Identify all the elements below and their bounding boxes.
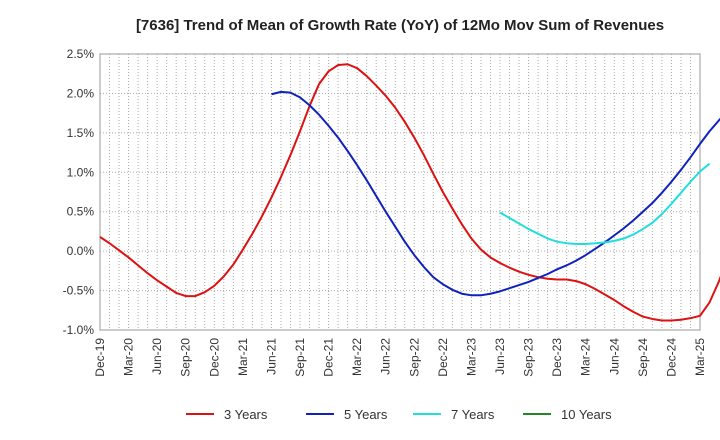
- x-tick-label: Mar-22: [350, 338, 364, 376]
- legend-label: 10 Years: [561, 407, 612, 422]
- x-tick-label: Dec-20: [207, 338, 221, 377]
- y-tick-label: 2.5%: [67, 47, 95, 61]
- x-tick-label: Jun-23: [493, 338, 507, 375]
- plot-area: [99, 53, 701, 331]
- y-tick-label: -1.0%: [63, 323, 95, 337]
- x-tick-label: Sep-20: [179, 338, 193, 377]
- x-tick-label: Dec-24: [664, 338, 678, 377]
- y-tick-label: 2.0%: [67, 86, 95, 100]
- y-tick-label: -0.5%: [63, 284, 95, 298]
- legend: 3 Years 5 Years 7 Years 10 Years: [186, 407, 612, 422]
- legend-label: 5 Years: [344, 407, 388, 422]
- x-tick-label: Mar-21: [236, 338, 250, 376]
- series-line-5-years: [271, 90, 720, 297]
- y-tick-label: 1.0%: [67, 165, 95, 179]
- series-line-7-years: [499, 162, 711, 246]
- legend-label: 7 Years: [451, 407, 495, 422]
- x-tick-label: Jun-20: [150, 338, 164, 375]
- x-tick-label: Dec-23: [550, 338, 564, 377]
- x-tick-label: Jun-21: [264, 338, 278, 375]
- x-tick-label: Sep-24: [636, 338, 650, 377]
- y-tick-label: 1.5%: [67, 126, 95, 140]
- x-tick-label: Mar-23: [464, 338, 478, 376]
- x-tick-label: Sep-21: [293, 338, 307, 377]
- x-tick-label: Mar-20: [122, 338, 136, 376]
- x-tick-label: Jun-24: [607, 338, 621, 375]
- x-tick-label: Sep-22: [407, 338, 421, 377]
- chart-title: [7636] Trend of Mean of Growth Rate (YoY…: [136, 17, 664, 34]
- x-tick-label: Mar-24: [579, 338, 593, 376]
- y-tick-label: 0.0%: [67, 244, 95, 258]
- x-tick-label: Jun-22: [379, 338, 393, 375]
- x-tick-label: Sep-23: [522, 338, 536, 377]
- x-tick-label: Dec-22: [436, 338, 450, 377]
- series-line-3-years: [99, 63, 720, 322]
- x-tick-label: Mar-25: [693, 338, 707, 376]
- x-tick-label: Dec-21: [322, 338, 336, 377]
- y-tick-label: 0.5%: [67, 205, 95, 219]
- x-axis: Dec-19 Mar-20 Jun-20 Sep-20 Dec-20 Mar-21 Jun-…: [93, 338, 707, 377]
- x-tick-label: Dec-19: [93, 338, 107, 377]
- legend-label: 3 Years: [224, 407, 268, 422]
- y-axis: -1.0% -0.5% 0.0% 0.5% 1.0% 1.5% 2.0% 2.5%: [63, 47, 95, 337]
- series-lines: [99, 63, 720, 322]
